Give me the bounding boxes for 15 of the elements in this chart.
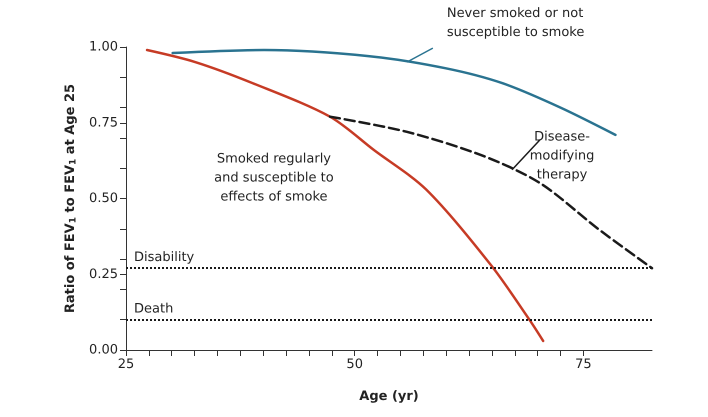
y-tick-label: 1.00 — [89, 40, 118, 54]
x-axis-title: Age (yr) — [359, 389, 419, 404]
x-tick-label: 50 — [346, 357, 363, 372]
x-tick-label: 25 — [118, 357, 134, 372]
ref-line-label: Disability — [134, 250, 195, 266]
x-tick-label: 75 — [575, 357, 592, 372]
y-tick-label: 0.25 — [89, 266, 118, 282]
series-label: Disease- modifying therapy — [530, 130, 594, 183]
text: Never smoked or not susceptible to smoke — [446, 6, 584, 40]
y-tick-label: 0.50 — [89, 191, 118, 206]
text: Smoked regularly and susceptible to effects of smoke — [214, 151, 334, 204]
y-tick-label: 0.00 — [89, 342, 118, 358]
ref-line-label: Death — [134, 302, 174, 317]
y-tick-label: 0.75 — [89, 115, 118, 130]
y-axis-title: Ratio of FEV1 to FEV1 at Age 25 — [63, 84, 78, 314]
